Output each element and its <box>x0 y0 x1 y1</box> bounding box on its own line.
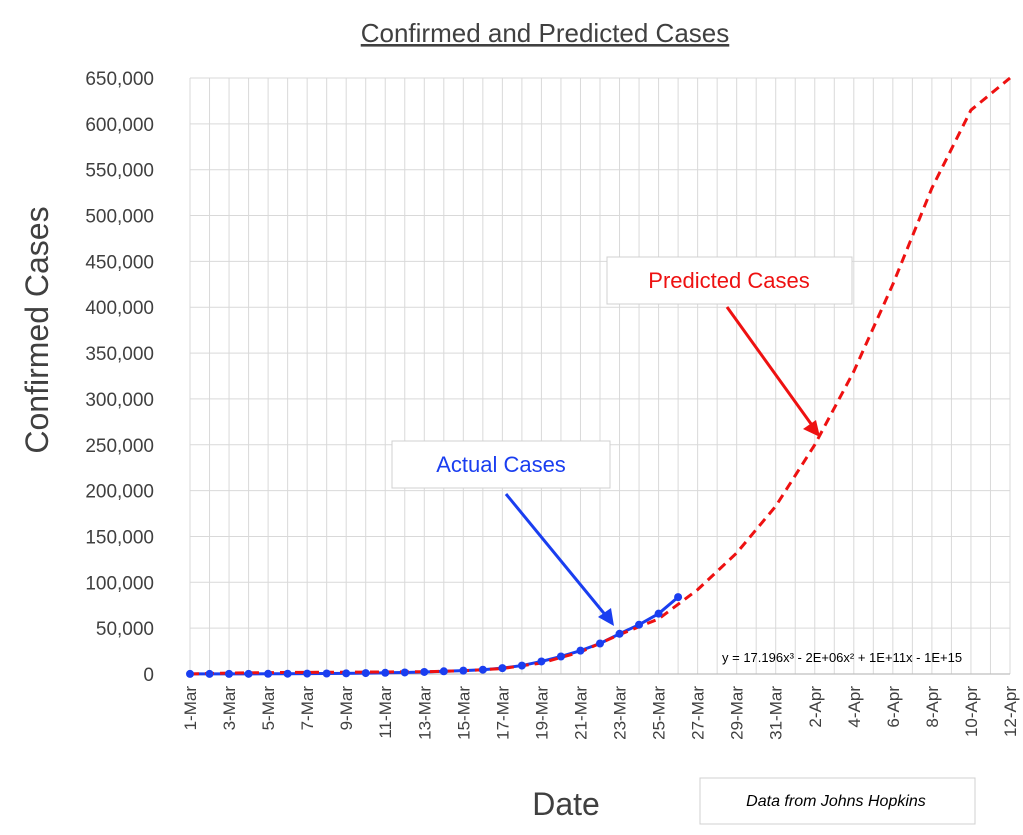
x-tick-label: 12-Apr <box>1001 686 1020 737</box>
x-axis-tick-labels: 1-Mar 3-Mar 5-Mar 7-Mar 9-Mar 11-Mar 13-Mar 15-… <box>181 686 1020 740</box>
actual-cases-point <box>420 667 429 676</box>
y-tick-label: 450,000 <box>85 252 154 273</box>
y-axis-title: Confirmed Cases <box>19 206 55 453</box>
y-tick-label: 0 <box>143 665 154 686</box>
actual-cases-point <box>635 620 644 629</box>
actual-arrow <box>504 493 614 626</box>
x-tick-label: 7-Mar <box>298 686 317 731</box>
actual-cases-point <box>596 639 604 648</box>
predicted-arrow <box>725 306 820 437</box>
actual-cases-point <box>439 667 448 676</box>
actual-cases-point <box>654 609 663 618</box>
y-tick-label: 200,000 <box>85 482 154 503</box>
source-note-text: Data from Johns Hopkins <box>746 793 926 810</box>
x-tick-label: 31-Mar <box>767 686 786 740</box>
actual-cases-point <box>674 593 683 602</box>
x-tick-label: 6-Apr <box>884 686 903 728</box>
x-tick-label: 3-Mar <box>220 686 239 731</box>
actual-cases-point <box>361 669 370 678</box>
y-tick-label: 100,000 <box>85 573 154 594</box>
actual-cases-point <box>205 669 214 678</box>
x-axis-title: Date <box>532 786 600 822</box>
actual-callout-box <box>391 440 611 489</box>
actual-cases-point <box>283 669 292 678</box>
x-tick-label: 13-Mar <box>415 686 434 740</box>
x-tick-label: 4-Apr <box>845 686 864 728</box>
actual-cases-point <box>459 666 468 675</box>
predicted-callout-label: Predicted Cases <box>648 268 809 293</box>
x-tick-label: 1-Mar <box>181 686 200 731</box>
y-tick-label: 150,000 <box>85 527 154 548</box>
chart-title: Confirmed and Predicted Cases <box>361 18 730 48</box>
actual-cases-point <box>478 665 487 674</box>
y-tick-label: 500,000 <box>85 207 154 228</box>
actual-callout-label: Actual Cases <box>436 452 566 477</box>
actual-cases-point <box>225 669 234 678</box>
x-tick-label: 8-Apr <box>923 686 942 728</box>
x-tick-label: 27-Mar <box>689 686 708 740</box>
x-tick-label: 21-Mar <box>571 686 590 740</box>
source-note-box <box>699 777 976 825</box>
trendline-equation: y = 17.196x³ - 2E+06x² + 1E+11x - 1E+15 <box>722 650 962 665</box>
actual-cases-point <box>498 664 507 673</box>
y-tick-label: 600,000 <box>85 115 154 136</box>
actual-cases-point <box>244 669 253 678</box>
actual-cases-point <box>303 669 312 678</box>
x-tick-label: 2-Apr <box>806 686 825 728</box>
actual-cases-point <box>537 657 546 666</box>
predicted-cases-callout: Predicted Cases <box>606 256 853 305</box>
actual-cases-point <box>615 629 624 638</box>
actual-cases-point <box>186 669 194 678</box>
actual-cases-point <box>264 669 273 678</box>
x-tick-label: 25-Mar <box>650 686 669 740</box>
y-tick-label: 400,000 <box>85 298 154 319</box>
actual-cases-callout: Actual Cases <box>391 440 611 489</box>
y-axis-tick-labels: 0 50,000 100,000 150,000 200,000 250,000 300,0… <box>85 69 154 686</box>
predicted-callout-box <box>606 256 853 305</box>
x-tick-label: 5-Mar <box>259 686 278 731</box>
actual-cases-point <box>576 646 585 655</box>
actual-cases-point <box>381 668 390 677</box>
actual-cases-point <box>517 661 526 670</box>
actual-cases-point <box>400 668 409 677</box>
x-tick-label: 19-Mar <box>532 686 551 740</box>
x-tick-label: 9-Mar <box>337 686 356 731</box>
actual-cases-point <box>322 669 331 678</box>
y-tick-label: 300,000 <box>85 390 154 411</box>
actual-cases-point <box>556 652 565 661</box>
x-tick-label: 29-Mar <box>728 686 747 740</box>
x-tick-label: 15-Mar <box>454 686 473 740</box>
x-tick-label: 11-Mar <box>376 686 395 739</box>
chart-grid <box>189 77 1011 675</box>
y-tick-label: 350,000 <box>85 344 154 365</box>
y-tick-label: 550,000 <box>85 161 154 182</box>
x-tick-label: 23-Mar <box>611 686 630 740</box>
y-tick-label: 50,000 <box>96 619 154 640</box>
series-layer <box>186 76 1011 678</box>
x-tick-label: 10-Apr <box>962 686 981 737</box>
y-tick-label: 650,000 <box>85 69 154 90</box>
actual-cases-point <box>342 669 351 678</box>
y-tick-label: 250,000 <box>85 436 154 457</box>
actual-cases-line <box>189 595 680 676</box>
x-tick-label: 17-Mar <box>493 686 512 740</box>
source-note: Data from Johns Hopkins <box>699 777 976 825</box>
